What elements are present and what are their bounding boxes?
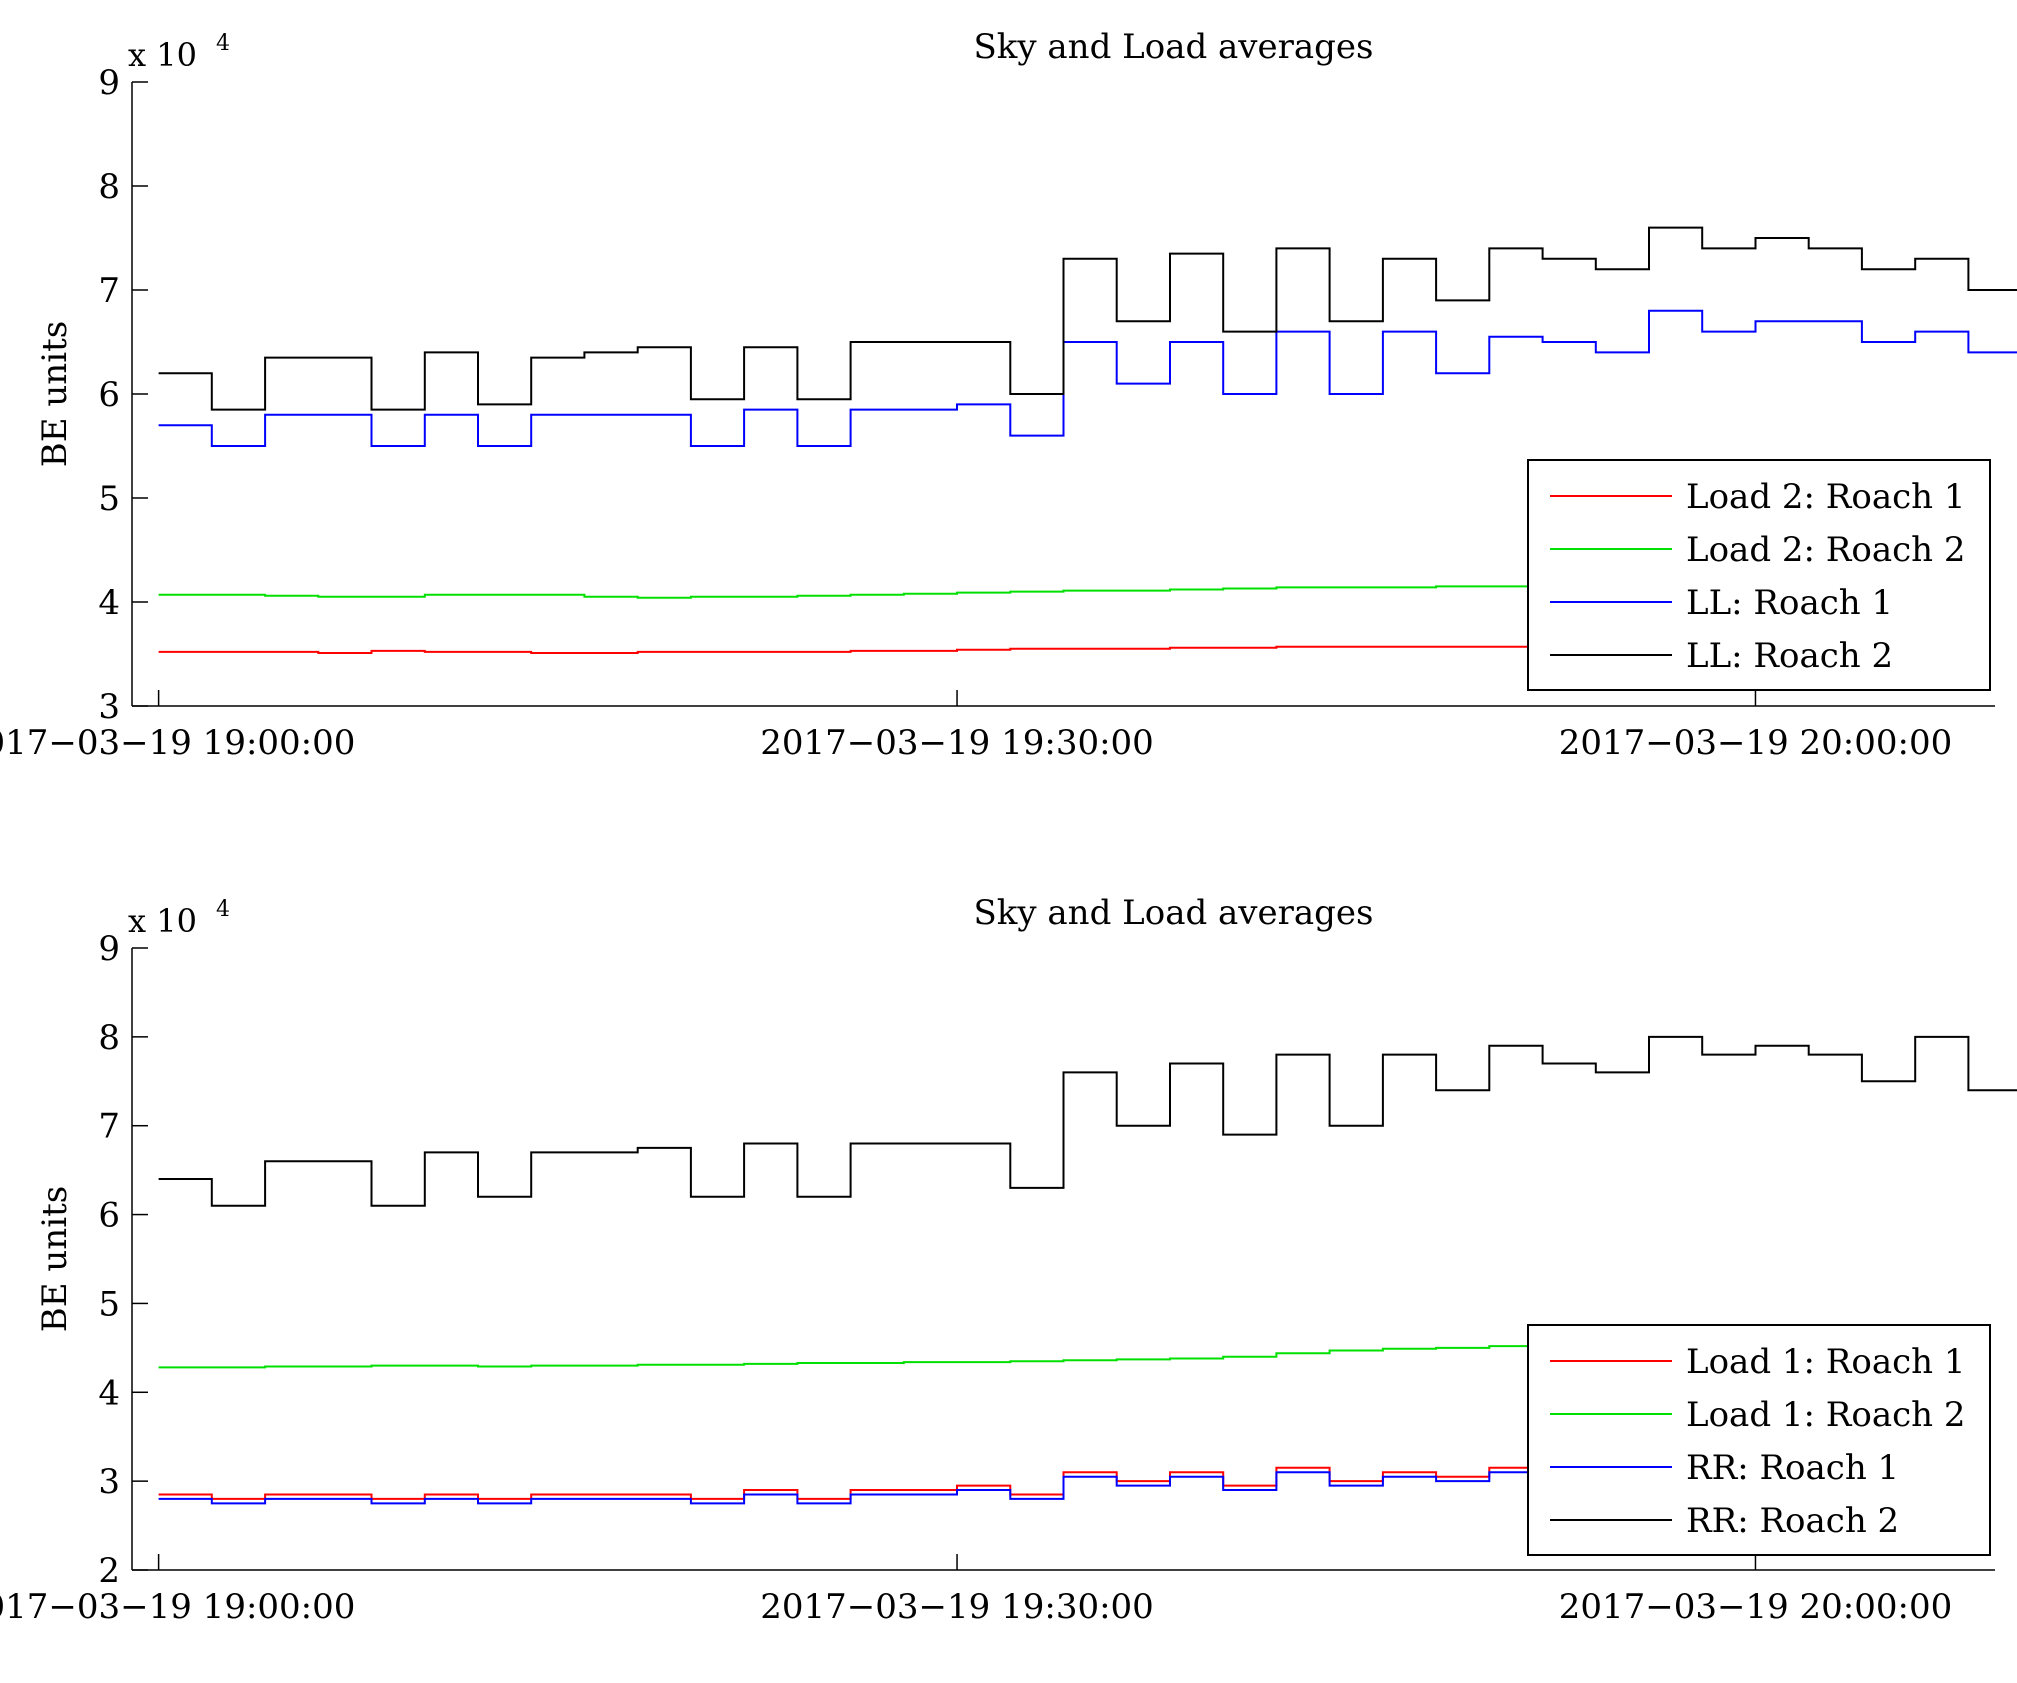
legend-label: LL: Roach 1	[1686, 583, 1893, 623]
x-tick-label: 2017−03−19 20:00:00	[1559, 1587, 1953, 1627]
series-line-4	[158, 226, 2017, 411]
y-tick-label: 4	[98, 1373, 120, 1413]
y-multiplier: x 10	[128, 902, 197, 940]
legend-label: RR: Roach 1	[1686, 1448, 1899, 1488]
y-tick-label: 6	[98, 1196, 120, 1236]
legend-label: Load 2: Roach 1	[1686, 477, 1966, 517]
y-tick-label: 2	[98, 1551, 120, 1591]
legend-box	[1527, 1324, 1991, 1556]
chart-panel-top: Sky and Load averages BE units x 10 4 3 4 5 6 7 8…	[0, 27, 2017, 763]
y-axis-label: BE units	[35, 1186, 75, 1332]
y-axis-label: BE units	[35, 321, 75, 467]
y-tick-label: 3	[98, 687, 120, 727]
y-tick-label: 5	[98, 1284, 120, 1324]
x-tick-label: 2017−03−19 20:00:00	[1559, 723, 1953, 763]
legend-label: Load 2: Roach 2	[1686, 530, 1966, 570]
y-tick-label: 9	[98, 929, 120, 969]
y-multiplier: x 10	[128, 36, 197, 74]
series-line-2	[158, 584, 1809, 599]
y-tick-label: 9	[98, 63, 120, 103]
series-line-1	[158, 1466, 1703, 1500]
y-multiplier-exponent: 4	[216, 31, 230, 56]
x-tick-label: 2017−03−19 19:00:00	[0, 723, 355, 763]
chart-title: Sky and Load averages	[974, 27, 1374, 67]
y-tick-label: 8	[98, 1018, 120, 1058]
legend-label: Load 1: Roach 1	[1686, 1342, 1966, 1382]
y-multiplier-exponent: 4	[216, 897, 230, 922]
y-tick-label: 8	[98, 167, 120, 207]
legend-label: Load 1: Roach 2	[1686, 1395, 1966, 1435]
y-tick-label: 7	[98, 271, 120, 311]
y-tick-label: 3	[98, 1462, 120, 1502]
y-tick-label: 7	[98, 1107, 120, 1147]
y-tick-label: 6	[98, 375, 120, 415]
legend-label: LL: Roach 2	[1686, 636, 1893, 676]
legend-box	[1527, 459, 1991, 691]
x-tick-label: 2017−03−19 19:30:00	[760, 1587, 1154, 1627]
series-line-1	[158, 644, 1809, 654]
chart-title: Sky and Load averages	[974, 893, 1374, 933]
y-tick-label: 4	[98, 583, 120, 623]
chart-panel-bottom: Sky and Load averages BE units x 10 4 2 3 4 5 6 7…	[0, 893, 2017, 1627]
y-tick-label: 5	[98, 479, 120, 519]
x-tick-label: 2017−03−19 19:00:00	[0, 1587, 355, 1627]
series-line-3	[158, 309, 2017, 447]
x-tick-label: 2017−03−19 19:30:00	[760, 723, 1154, 763]
series-line-3	[158, 1471, 1703, 1505]
legend-label: RR: Roach 2	[1686, 1501, 1899, 1541]
series-line-4	[158, 1035, 2017, 1207]
